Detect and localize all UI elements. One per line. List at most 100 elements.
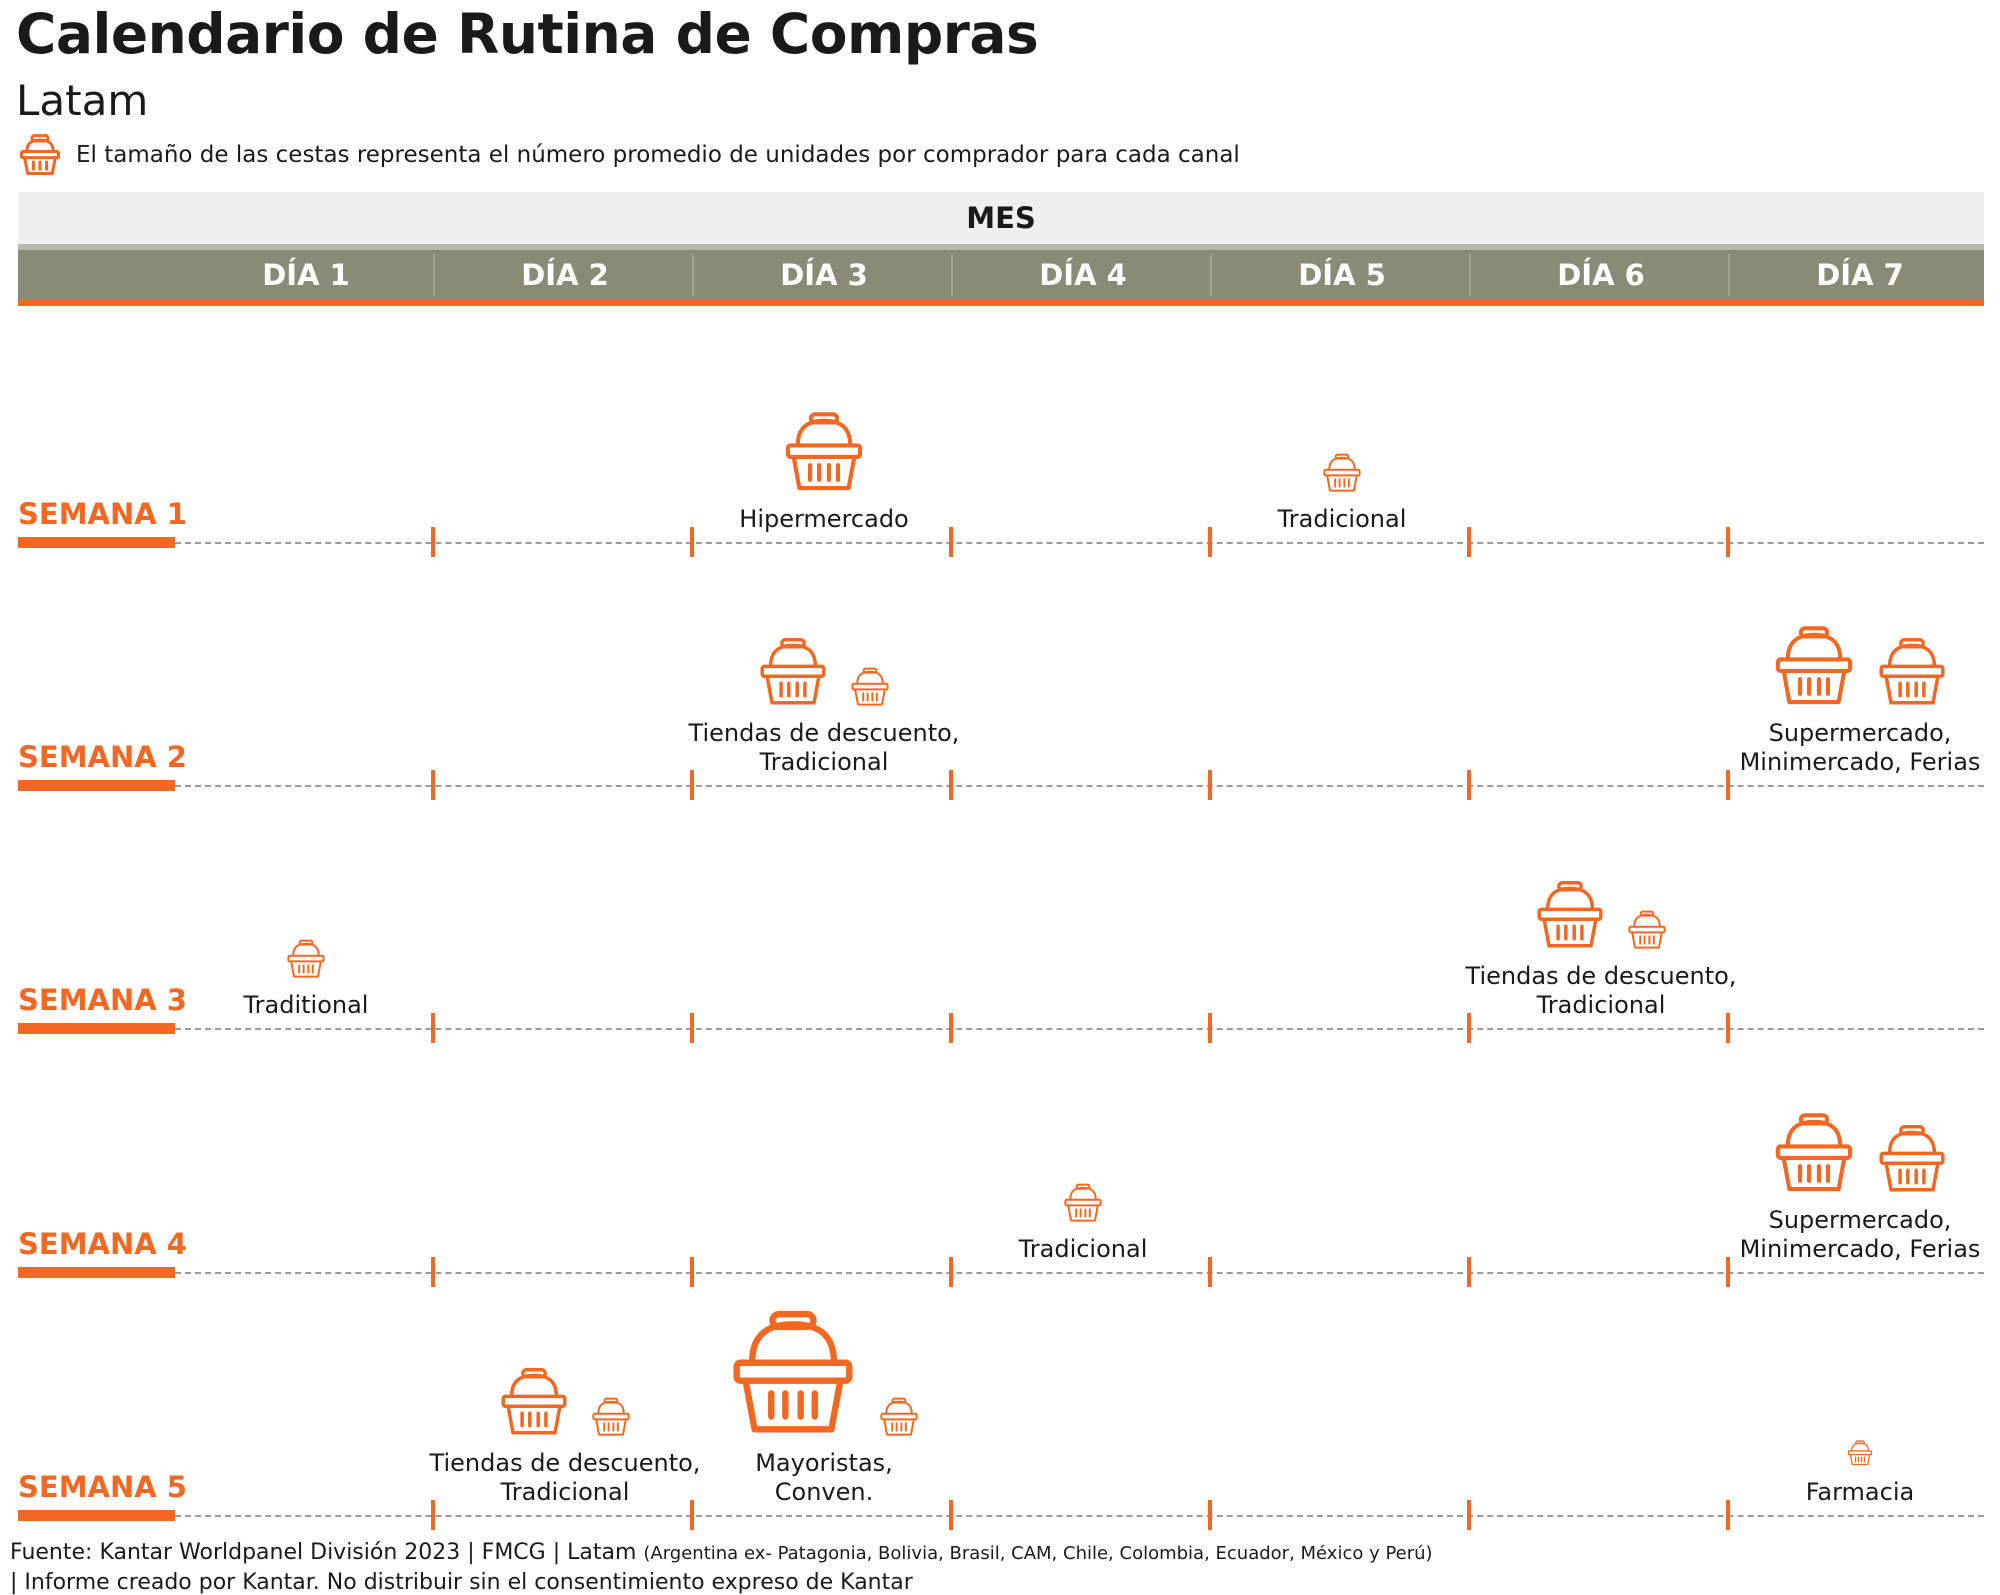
day-tick <box>949 1500 953 1530</box>
day-header: DÍA 1 DÍA 2 DÍA 3 DÍA 4 DÍA 5 DÍA 6 DÍA 7 <box>18 244 1984 306</box>
page-title: Calendario de Rutina de Compras <box>16 2 1039 66</box>
day-tick <box>431 1257 435 1287</box>
basket-icon <box>1877 1124 1947 1194</box>
page-subtitle: Latam <box>16 76 149 125</box>
basket-icon <box>783 411 865 493</box>
week-timeline <box>175 542 1984 544</box>
day-tick <box>1208 1500 1212 1530</box>
event-label-line: Tradicional <box>1536 991 1666 1019</box>
day-header-3: DÍA 3 <box>780 258 868 292</box>
day-tick <box>1467 770 1471 800</box>
event-label-line: Tiendas de descuento, <box>1465 962 1737 990</box>
event-label: Tiendas de descuento, Tradicional <box>1466 962 1737 1020</box>
event-label: Tradicional <box>1019 1235 1148 1264</box>
basket-icon <box>850 667 890 707</box>
event-label-line: Conven. <box>774 1478 874 1506</box>
event-label-line: Tradicional <box>1018 1235 1148 1263</box>
basket-icon <box>591 1397 631 1437</box>
day-tick <box>431 1500 435 1530</box>
day-tick <box>690 1500 694 1530</box>
day-tick <box>431 1013 435 1043</box>
basket-icon <box>1322 453 1362 493</box>
basket-icon <box>1877 637 1947 707</box>
basket-icon <box>1535 880 1605 950</box>
basket-icon <box>1847 1440 1873 1466</box>
week-timeline <box>175 785 1984 787</box>
day-header-6: DÍA 6 <box>1557 258 1645 292</box>
event-label-line: Supermercado, <box>1768 1206 1952 1234</box>
event-label: Mayoristas, Conven. <box>755 1449 893 1507</box>
day-tick <box>431 770 435 800</box>
event-label-line: Minimercado, Ferias <box>1739 1235 1981 1263</box>
event-label: Tiendas de descuento, Tradicional <box>689 719 960 777</box>
day-separator <box>1210 254 1212 296</box>
day-tick <box>1726 527 1730 557</box>
week-bar <box>18 1023 175 1034</box>
day-tick <box>1467 1257 1471 1287</box>
week-timeline <box>175 1272 1984 1274</box>
day-tick <box>949 1257 953 1287</box>
day-separator <box>1728 254 1730 296</box>
day-header-5: DÍA 5 <box>1298 258 1386 292</box>
month-label: MES <box>966 201 1036 235</box>
event-label: Supermercado, Minimercado, Ferias <box>1740 719 1981 777</box>
event-label-line: Hipermercado <box>739 505 909 533</box>
week-label-5: SEMANA 5 <box>18 1470 187 1504</box>
basket-icon <box>1773 625 1855 707</box>
day-header-2: DÍA 2 <box>521 258 609 292</box>
legend: El tamaño de las cestas representa el nú… <box>18 133 1240 177</box>
month-header: MES <box>18 192 1984 244</box>
day-tick <box>690 770 694 800</box>
day-tick <box>1208 1013 1212 1043</box>
day-separator <box>692 254 694 296</box>
day-tick <box>949 1013 953 1043</box>
week-timeline <box>175 1028 1984 1030</box>
week-bar <box>18 1267 175 1278</box>
event-label-line: Tradicional <box>500 1478 630 1506</box>
event-label-line: Supermercado, <box>1768 719 1952 747</box>
event-label: Tiendas de descuento, Tradicional <box>430 1449 701 1507</box>
day-tick <box>949 527 953 557</box>
day-tick <box>1726 770 1730 800</box>
week-bar <box>18 1510 175 1521</box>
event-label: Traditional <box>244 991 369 1020</box>
event-label: Supermercado, Minimercado, Ferias <box>1740 1206 1981 1264</box>
week-bar <box>18 780 175 791</box>
day-tick <box>1467 1500 1471 1530</box>
basket-icon <box>758 637 828 707</box>
event-label: Farmacia <box>1806 1478 1914 1507</box>
day-separator <box>433 254 435 296</box>
day-tick <box>1726 1013 1730 1043</box>
day-header-4: DÍA 4 <box>1039 258 1127 292</box>
day-tick <box>1208 1257 1212 1287</box>
event-label-line: Farmacia <box>1805 1478 1915 1506</box>
day-tick <box>949 770 953 800</box>
day-tick <box>690 1257 694 1287</box>
event-label-line: Minimercado, Ferias <box>1739 748 1981 776</box>
event-label-line: Tradicional <box>759 748 889 776</box>
footer-source-countries: (Argentina ex- Patagonia, Bolivia, Brasi… <box>643 1543 1433 1564</box>
footer-source: Fuente: Kantar Worldpanel División 2023 … <box>10 1540 1433 1565</box>
event-label-line: Tradicional <box>1277 505 1407 533</box>
week-label-4: SEMANA 4 <box>18 1227 187 1261</box>
basket-icon <box>1063 1183 1103 1223</box>
day-tick <box>1208 770 1212 800</box>
basket-icon <box>729 1309 857 1437</box>
event-label: Hipermercado <box>739 505 908 534</box>
footer-disclaimer: | Informe creado por Kantar. No distribu… <box>10 1570 913 1595</box>
day-tick <box>1726 1257 1730 1287</box>
day-separator <box>1469 254 1471 296</box>
day-tick <box>431 527 435 557</box>
week-label-1: SEMANA 1 <box>18 497 187 531</box>
basket-icon <box>19 134 61 176</box>
basket-icon <box>1773 1112 1855 1194</box>
footer-source-main: Fuente: Kantar Worldpanel División 2023 … <box>10 1540 644 1565</box>
week-timeline <box>175 1515 1984 1517</box>
week-label-2: SEMANA 2 <box>18 740 187 774</box>
event-label-line: Tiendas de descuento, <box>688 719 960 747</box>
event-label-line: Traditional <box>243 991 369 1019</box>
basket-icon <box>879 1397 919 1437</box>
day-header-7: DÍA 7 <box>1816 258 1904 292</box>
basket-icon <box>286 939 326 979</box>
day-header-1: DÍA 1 <box>262 258 350 292</box>
